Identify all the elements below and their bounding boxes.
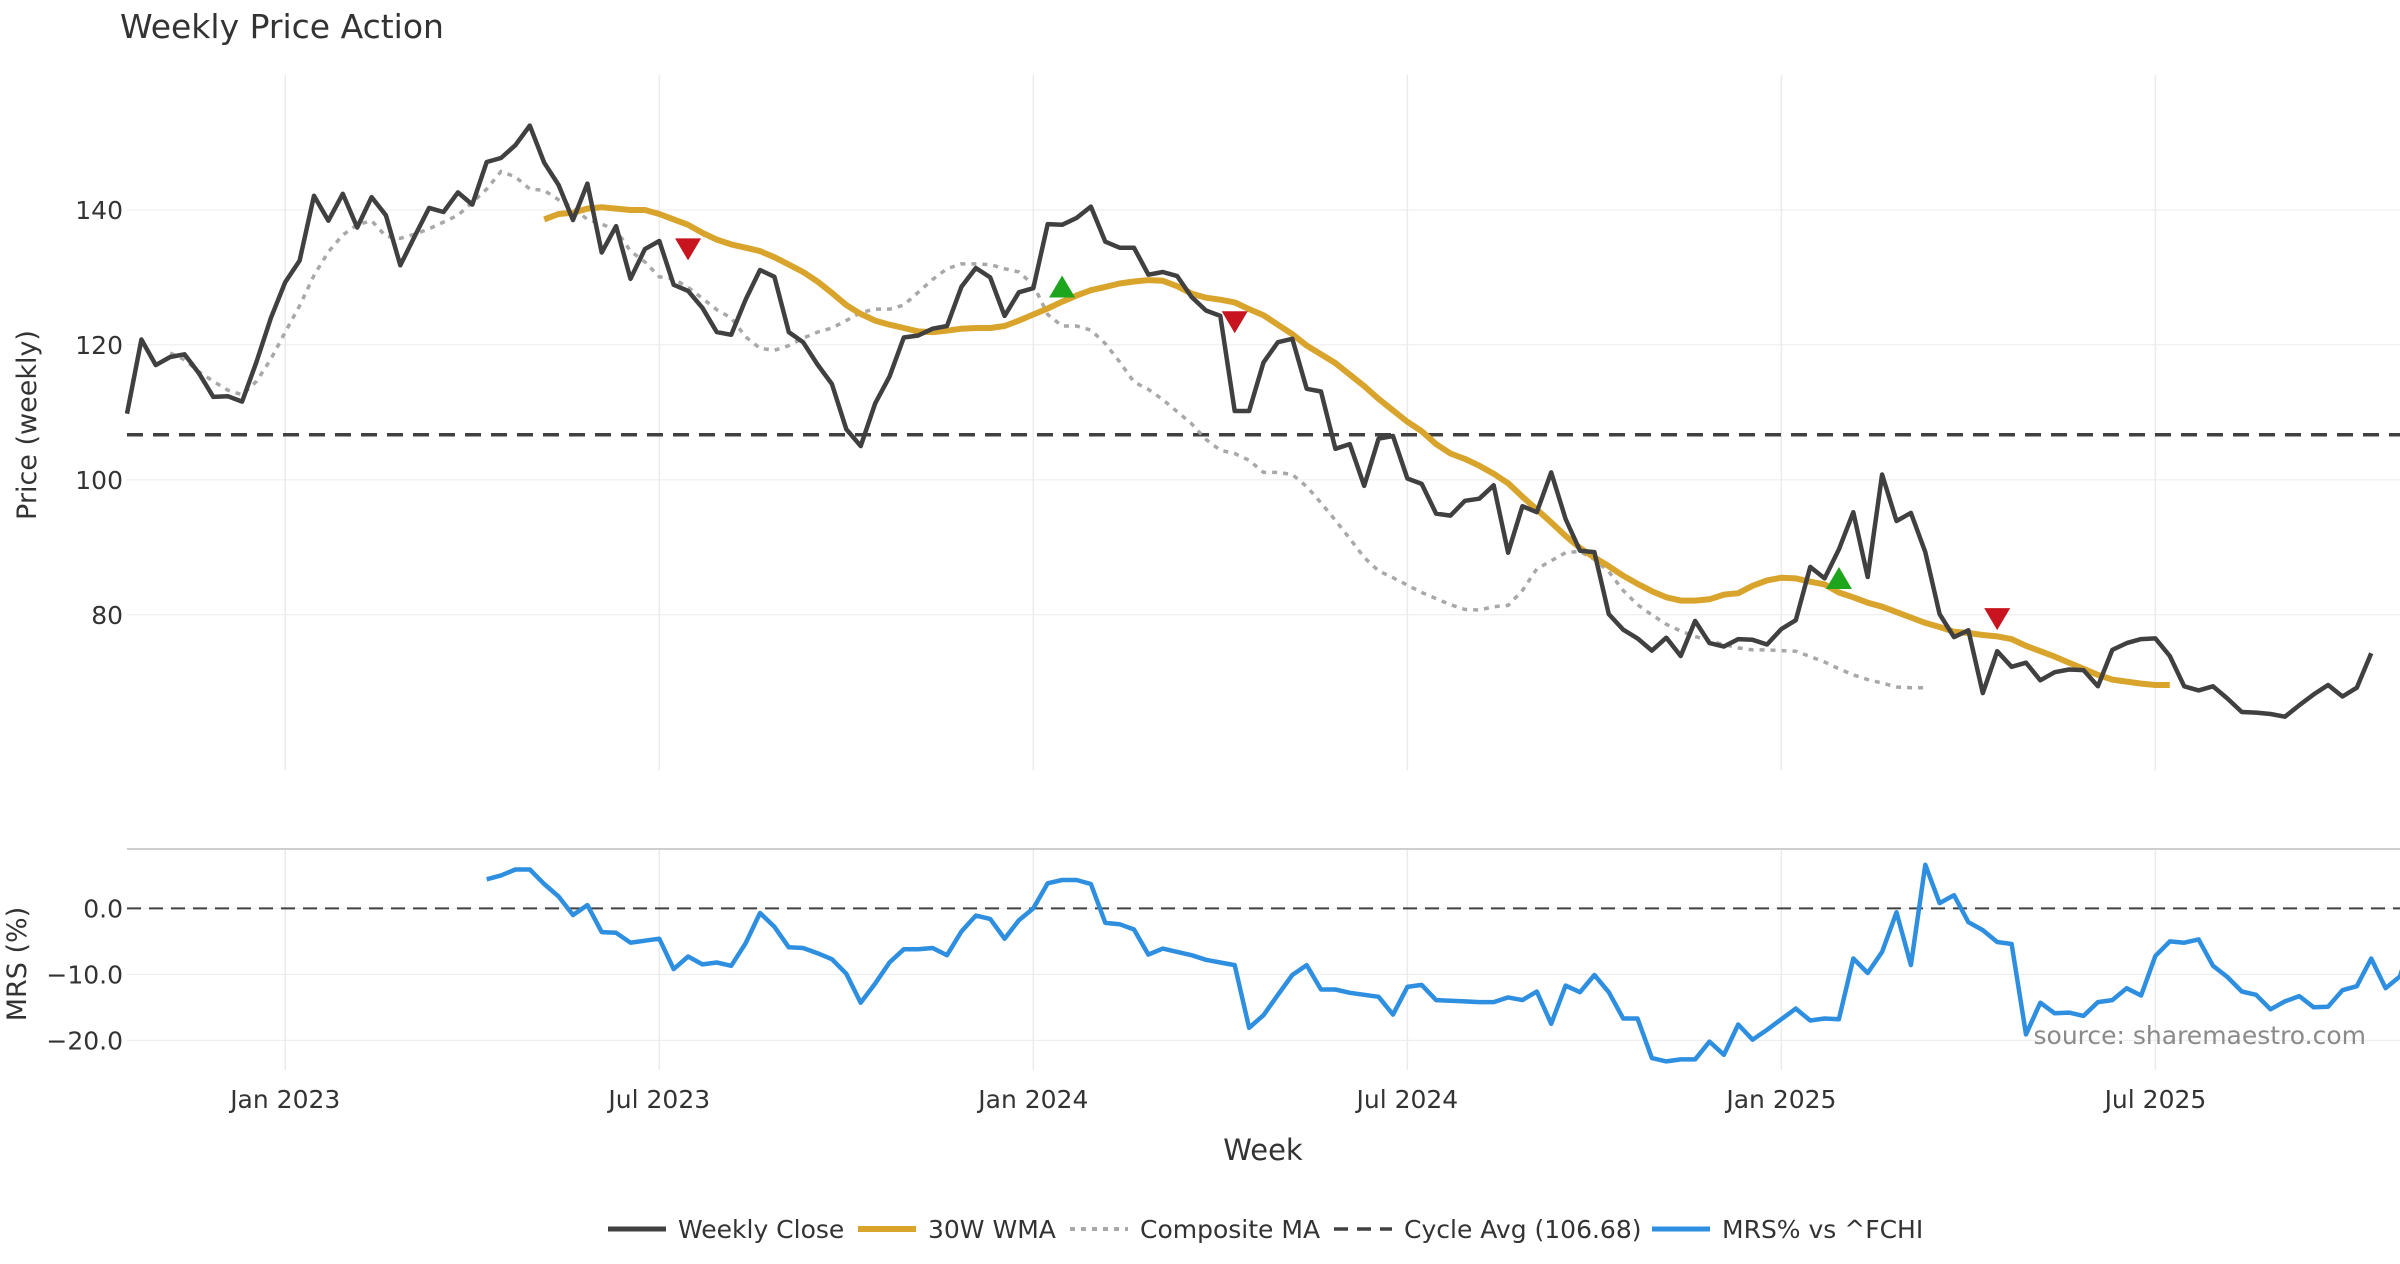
mrs-y-axis: 0.0 −10.0 −20.0 bbox=[46, 894, 2400, 1055]
price-y-tick-label: 140 bbox=[75, 196, 123, 225]
composite-ma-line bbox=[169, 169, 1926, 690]
price-y-axis: 80 100 120 140 bbox=[75, 196, 2400, 630]
x-tick-label: Jul 2024 bbox=[1354, 1085, 1458, 1114]
legend-cycle-avg-entry: Cycle Avg (106.68) bbox=[1334, 1215, 1642, 1244]
mrs-line bbox=[486, 862, 2400, 1064]
legend-wma-30w-label: 30W WMA bbox=[928, 1215, 1056, 1244]
signal-markers bbox=[675, 238, 2011, 631]
x-tick-label: Jan 2025 bbox=[1724, 1085, 1836, 1114]
price-y-label: Price (weekly) bbox=[12, 330, 43, 520]
legend-composite-ma-entry: Composite MA bbox=[1070, 1215, 1320, 1244]
source-note: source: sharemaestro.com bbox=[2034, 1021, 2367, 1050]
price-y-tick-label: 120 bbox=[75, 331, 123, 360]
price-series-group bbox=[124, 123, 2400, 719]
x-gridlines bbox=[284, 75, 2157, 1070]
mrs-y-label: MRS (%) bbox=[2, 907, 33, 1022]
price-y-tick-label: 80 bbox=[91, 601, 123, 630]
legend-weekly-close-label: Weekly Close bbox=[678, 1215, 844, 1244]
legend-mrs-entry: MRS% vs ^FCHI bbox=[1652, 1215, 1923, 1244]
mrs-y-tick-label: −20.0 bbox=[46, 1026, 123, 1055]
chart-title: Weekly Price Action bbox=[120, 7, 444, 46]
legend-cycle-avg-label: Cycle Avg (106.68) bbox=[1404, 1215, 1642, 1244]
x-tick-label: Jul 2023 bbox=[606, 1085, 710, 1114]
buy-signal-marker bbox=[1049, 275, 1076, 298]
x-tick-label: Jul 2025 bbox=[2103, 1085, 2207, 1114]
buy-signal-marker bbox=[1825, 567, 1852, 590]
legend-wma-30w-entry: 30W WMA bbox=[858, 1215, 1056, 1244]
sell-signal-marker bbox=[675, 238, 702, 261]
weekly-close-line bbox=[124, 123, 2374, 719]
mrs-y-tick-label: −10.0 bbox=[46, 960, 123, 989]
x-axis-ticks: Jan 2023 Jul 2023 Jan 2024 Jul 2024 Jan 2025… bbox=[228, 1085, 2206, 1114]
legend: Weekly Close 30W WMA Composite MA Cycle Avg… bbox=[608, 1215, 1923, 1244]
legend-mrs-label: MRS% vs ^FCHI bbox=[1722, 1215, 1923, 1244]
sell-signal-marker bbox=[1984, 608, 2011, 631]
wma-30w-line bbox=[543, 204, 2170, 688]
price-y-tick-label: 100 bbox=[75, 466, 123, 495]
mrs-y-tick-label: 0.0 bbox=[83, 894, 123, 923]
x-tick-label: Jan 2023 bbox=[228, 1085, 340, 1114]
sell-signal-marker bbox=[1221, 311, 1248, 334]
legend-composite-ma-label: Composite MA bbox=[1140, 1215, 1320, 1244]
x-axis-label: Week bbox=[1223, 1133, 1303, 1167]
x-tick-label: Jan 2024 bbox=[976, 1085, 1088, 1114]
mrs-series-group bbox=[127, 862, 2400, 1064]
legend-weekly-close-entry: Weekly Close bbox=[608, 1215, 844, 1244]
